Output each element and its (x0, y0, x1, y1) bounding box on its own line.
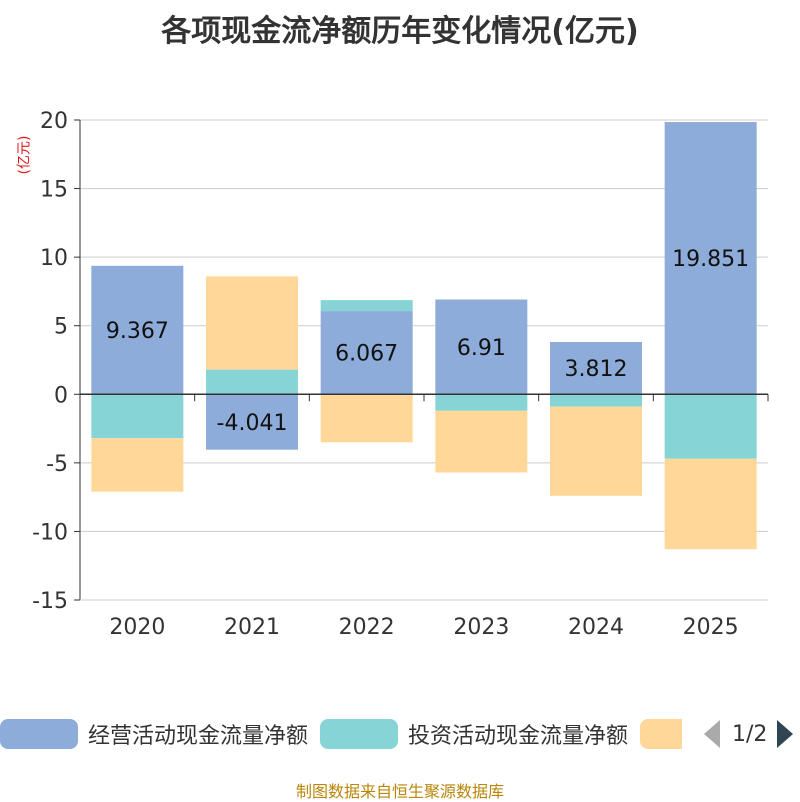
legend-swatch-financing (640, 719, 682, 749)
bar-2020-series-1 (91, 394, 184, 439)
bar-2024-series-2 (550, 406, 642, 496)
data-label-2023: 6.91 (457, 336, 506, 361)
x-tick-label: 2021 (224, 615, 280, 640)
bar-2023-series-2 (435, 410, 528, 473)
bar-2020-series-0 (91, 265, 184, 395)
bar-2024-series-0 (550, 342, 642, 395)
legend-pager: 1/2 (700, 716, 800, 752)
legend: 经营活动现金流量净额 投资活动现金流量净额 (0, 716, 800, 752)
data-label-2024: 3.812 (565, 357, 628, 382)
data-source-note: 制图数据来自恒生聚源数据库 (295, 782, 504, 801)
bar-2021-series-1 (206, 369, 298, 395)
y-tick-label: 15 (40, 178, 68, 203)
data-label-2020: 9.367 (106, 319, 169, 344)
chart-area: 20 15 10 5 0 -5 -10 -15 9.367 -4.041 6.067 6.91 3.81… (32, 109, 769, 640)
bar-2023-series-1 (435, 394, 528, 411)
bar-2022-series-0 (320, 311, 413, 395)
x-tick-label: 2023 (453, 615, 509, 640)
bar-2021-series-2 (206, 276, 298, 370)
y-tick-label: -15 (32, 589, 68, 614)
chart-title: 各项现金流净额历年变化情况(亿元) (161, 14, 639, 49)
y-tick-label: 5 (54, 315, 68, 340)
legend-label-investing: 投资活动现金流量净额 (408, 724, 629, 749)
legend-swatch-investing (320, 719, 398, 749)
legend-prev-page-icon[interactable] (704, 720, 720, 748)
y-tick-label: 20 (40, 109, 68, 134)
bar-2025-series-1 (664, 394, 757, 459)
y-tick-label: -5 (46, 452, 68, 477)
legend-item-financing[interactable] (640, 716, 682, 752)
bar-2021-series-0 (206, 394, 298, 450)
bar-2022-series-1 (320, 300, 413, 312)
legend-next-page-icon[interactable] (777, 720, 794, 748)
bar-2022-series-2 (320, 394, 413, 443)
bar-2025-series-0 (664, 122, 757, 395)
y-tick-label: 0 (54, 383, 68, 408)
data-label-2025: 19.851 (672, 247, 749, 272)
y-tick-label: 10 (40, 246, 68, 271)
data-label-2022: 6.067 (335, 342, 398, 367)
x-tick-label: 2025 (683, 615, 739, 640)
x-tick-label: 2020 (109, 615, 165, 640)
legend-item-investing[interactable]: 投资活动现金流量净额 (320, 716, 628, 752)
legend-swatch-operating (0, 719, 78, 749)
legend-page-indicator: 1/2 (732, 721, 768, 747)
data-label-2021: -4.041 (217, 411, 288, 436)
bar-2025-series-2 (664, 458, 757, 550)
legend-label-operating: 经营活动现金流量净额 (88, 724, 309, 749)
bar-2020-series-2 (91, 438, 184, 492)
y-tick-label: -10 (32, 520, 68, 545)
bar-2023-series-0 (435, 299, 528, 395)
x-tick-label: 2024 (568, 615, 624, 640)
x-tick-label: 2022 (339, 615, 395, 640)
legend-item-operating[interactable]: 经营活动现金流量净额 (0, 716, 308, 752)
bar-2024-series-1 (550, 394, 642, 407)
